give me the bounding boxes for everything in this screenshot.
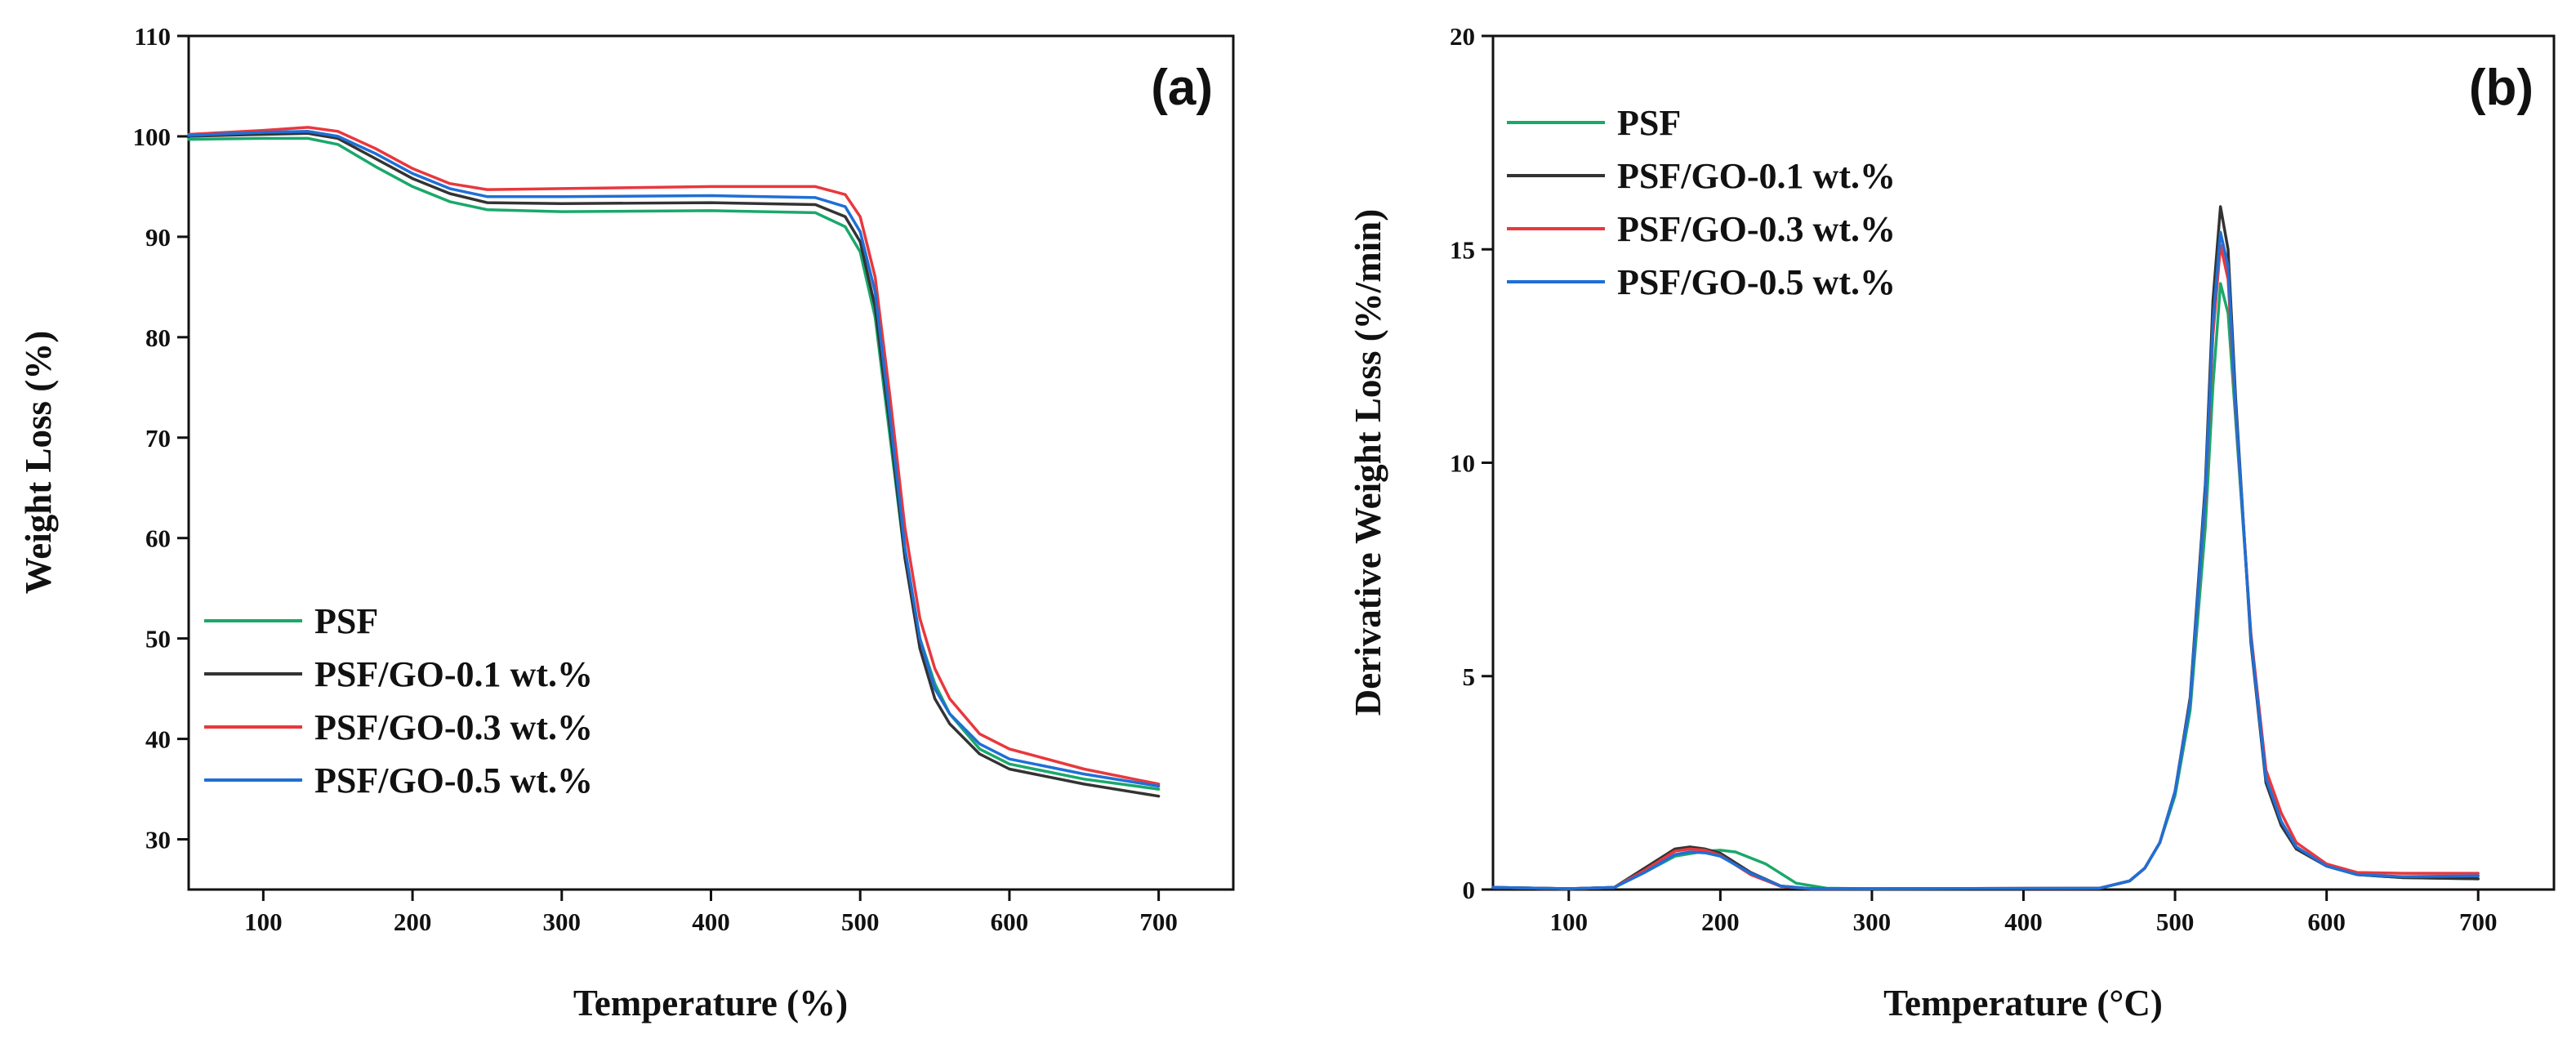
panel-a-series-line-2 [187,126,1161,786]
panel-a-x-tick-label-3: 400 [692,908,730,936]
panel-b-label: (b) [2469,60,2534,116]
panel-b-y-tick-label-0: 0 [1463,876,1476,904]
panel-a-legend-label-2: PSF/GO-0.3 wt.% [314,707,593,747]
panel-b-series-group [1491,205,2480,890]
panel-b-legend: PSF PSF/GO-0.1 wt.% PSF/GO-0.3 wt.% PSF/GO-… [1507,103,1896,302]
panel-b-y-axis: 0 5 10 15 20 [1450,22,1493,904]
panel-b-x-tick-label-6: 700 [2459,908,2498,936]
panel-a-weight-loss-chart: 100 200 300 400 500 600 700 304050607080901001… [18,22,1235,1023]
panel-a-y-tick-label-8: 110 [134,22,171,51]
panel-a-y-tick-label-5: 80 [145,323,171,352]
panel-b-x-tick-label-3: 400 [2004,908,2043,936]
panel-b-y-tick-label-4: 20 [1450,22,1475,51]
panel-a-x-axis-title: Temperature (%) [573,983,848,1023]
panel-b-legend-label-0: PSF [1617,103,1681,143]
panel-a-y-axis-title: Weight Loss (%) [18,331,59,595]
panel-b-y-axis-title: Derivative Weight Loss (%/min) [1348,209,1388,716]
panel-a-x-tick-label-2: 300 [543,908,582,936]
panel-a-y-axis: 30 40 50 60 70 80 90 100 110 [133,22,189,854]
panel-a-y-tick-label-7: 100 [133,123,172,151]
panel-b-legend-label-1: PSF/GO-0.1 wt.% [1617,156,1896,196]
panel-a-y-tick-label-6: 90 [145,223,171,252]
panel-a-y-tick-label-4: 70 [145,424,171,453]
panel-a-x-tick-label-4: 500 [841,908,880,936]
panel-b-x-tick-label-1: 200 [1701,908,1740,936]
panel-b-series-line-0 [1491,282,2480,890]
panel-a-x-tick-label-5: 600 [991,908,1029,936]
panel-a-x-tick-label-1: 200 [394,908,432,936]
panel-a-x-tick-label-0: 100 [244,908,283,936]
panel-b-legend-label-3: PSF/GO-0.5 wt.% [1617,262,1896,302]
panel-a-series-line-1 [187,132,1161,798]
panel-a-y-tick-label-0: 30 [145,826,171,854]
panel-b-series-line-3 [1491,230,2480,890]
panel-b-y-tick-label-2: 10 [1450,449,1475,478]
panel-a-x-axis: 100 200 300 400 500 600 700 [244,890,1178,936]
panel-a-legend: PSF PSF/GO-0.1 wt.% PSF/GO-0.3 wt.% PSF/GO-… [204,601,593,800]
panel-b-x-tick-label-2: 300 [1853,908,1892,936]
panel-b-x-axis-title: Temperature (°C) [1883,983,2163,1023]
panel-b-x-axis: 100 200 300 400 500 600 700 [1550,890,2498,936]
panel-a-label: (a) [1151,60,1213,116]
panel-a-y-tick-label-2: 50 [145,625,171,653]
panel-b-x-tick-label-5: 600 [2307,908,2346,936]
panel-a-series-line-3 [187,130,1161,788]
panel-a-legend-label-3: PSF/GO-0.5 wt.% [314,760,593,800]
panel-a-y-tick-label-1: 40 [145,725,171,754]
panel-a-series-group [187,126,1161,798]
panel-a-legend-label-1: PSF/GO-0.1 wt.% [314,654,593,694]
panel-b-x-tick-label-4: 500 [2156,908,2195,936]
panel-a-x-tick-label-6: 700 [1139,908,1178,936]
panel-b-y-tick-label-1: 5 [1463,662,1476,691]
panel-b-x-tick-label-0: 100 [1550,908,1589,936]
panel-b-series-line-1 [1491,205,2480,890]
panel-b-legend-label-2: PSF/GO-0.3 wt.% [1617,209,1896,249]
panel-b-y-tick-label-3: 15 [1450,235,1475,264]
panel-b-derivative-chart: 100 200 300 400 500 600 700 0 5 10 15 20 Temperatu… [1348,22,2556,1023]
panel-a-y-tick-label-3: 60 [145,524,171,553]
panel-a-legend-label-0: PSF [314,601,378,641]
panel-b-series-line-2 [1491,243,2480,890]
